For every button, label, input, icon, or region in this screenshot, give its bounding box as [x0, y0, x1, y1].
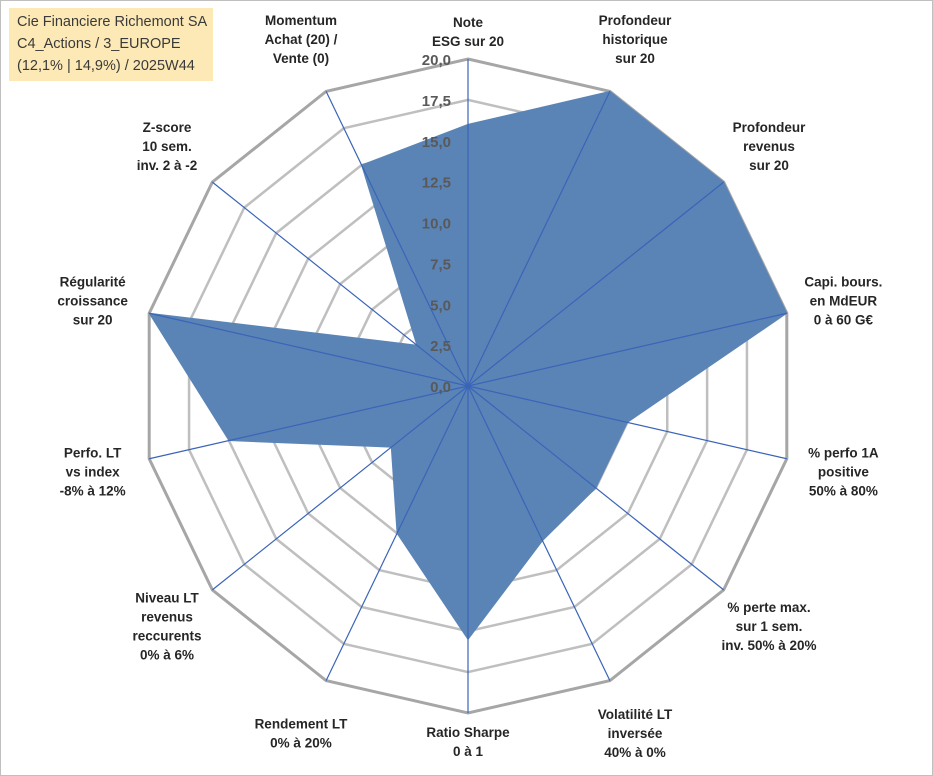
axis-label-6: % perte max. sur 1 sem. inv. 50% à 20%	[721, 600, 816, 653]
chart-title-line-1: Cie Financiere Richemont SA	[17, 14, 208, 30]
radial-tick-label: 5,0	[430, 297, 451, 314]
axis-spoke-9	[325, 385, 469, 681]
axis-label-14: Momentum Achat (20) / Vente (0)	[265, 13, 338, 66]
axis-spoke-10	[211, 385, 469, 591]
axis-spoke-2	[467, 91, 611, 387]
axis-spoke-3	[467, 181, 725, 387]
axis-label-13: Z-score 10 sem. inv. 2 à -2	[137, 120, 198, 173]
radial-tick-label: 12,5	[422, 175, 451, 192]
chart-title-box: Cie Financiere Richemont SA C4_Actions /…	[9, 8, 214, 81]
chart-title-line-3: (12,1% | 14,9%) / 2025W44	[17, 58, 195, 74]
radial-tick-label: 17,5	[422, 93, 451, 110]
radial-tick-label: 0,0	[430, 379, 451, 396]
axis-spoke-7	[467, 385, 611, 681]
axis-label-2: Profondeur historique sur 20	[599, 13, 672, 66]
axis-label-5: % perfo 1A positive 50% à 80%	[808, 446, 879, 499]
axis-spoke-11	[149, 385, 469, 460]
axis-spoke-5	[467, 385, 787, 460]
axis-spoke-14	[325, 91, 469, 387]
axis-label-12: Régularité croissance sur 20	[57, 274, 128, 327]
axis-spoke-13	[211, 181, 469, 387]
radial-tick-label: 15,0	[422, 134, 451, 151]
axis-label-4: Capi. bours. en MdEUR 0 à 60 G€	[804, 274, 882, 327]
axis-label-11: Perfo. LT vs index -8% à 12%	[60, 446, 126, 499]
chart-title-line-2: C4_Actions / 3_EUROPE	[17, 36, 181, 52]
axis-label-10: Niveau LT revenus reccurents 0% à 6%	[132, 591, 201, 663]
radial-tick-label: 10,0	[422, 216, 451, 233]
axis-label-9: Rendement LT 0% à 20%	[255, 716, 349, 750]
radial-tick-label: 2,5	[430, 338, 451, 355]
radial-tick-label: 7,5	[430, 256, 451, 273]
axis-label-8: Ratio Sharpe 0 à 1	[426, 725, 510, 759]
axis-label-3: Profondeur revenus sur 20	[733, 120, 806, 173]
radial-tick-label: 20,0	[422, 52, 451, 69]
axis-spoke-6	[467, 385, 725, 591]
axis-label-7: Volatilité LT inversée 40% à 0%	[598, 707, 673, 760]
axis-label-1: Note ESG sur 20	[432, 15, 504, 49]
axis-spoke-12	[149, 312, 469, 387]
axis-spoke-4	[467, 312, 787, 387]
